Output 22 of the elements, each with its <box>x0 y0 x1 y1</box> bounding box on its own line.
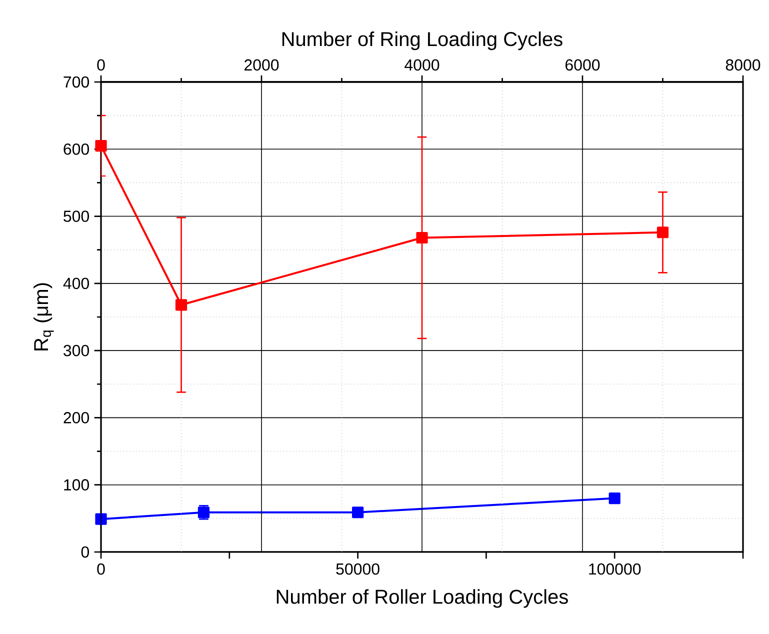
y-tick-label: 600 <box>64 143 89 155</box>
x-tick-label: 50000 <box>336 563 380 575</box>
x2-axis-title: Number of Ring Loading Cycles <box>282 31 562 50</box>
y-tick-label: 700 <box>64 76 89 88</box>
y-tick-label: 100 <box>64 479 89 490</box>
y-tick-label: 0 <box>81 546 90 558</box>
x2-tick-label: 8000 <box>726 59 760 71</box>
x2-tick-label: 0 <box>97 59 105 71</box>
point <box>352 506 364 518</box>
x2-tick-label: 6000 <box>566 59 600 71</box>
x-tick-label: 0 <box>97 563 105 575</box>
point <box>608 492 620 504</box>
x-axis-title: Number of Roller Loading Cycles <box>276 589 568 608</box>
y-tick-label: 500 <box>64 210 89 222</box>
y-tick-label: 400 <box>63 278 89 290</box>
y-axis-title: R$_{q}$ (μm) <box>34 283 54 350</box>
y-tick-label: 200 <box>64 412 89 424</box>
x2-tick-label: 4000 <box>404 59 440 71</box>
x-tick-label: 100000 <box>589 563 641 575</box>
y-tick-label: 300 <box>64 344 89 356</box>
point <box>95 513 107 525</box>
x2-tick-label: 2000 <box>244 59 279 71</box>
